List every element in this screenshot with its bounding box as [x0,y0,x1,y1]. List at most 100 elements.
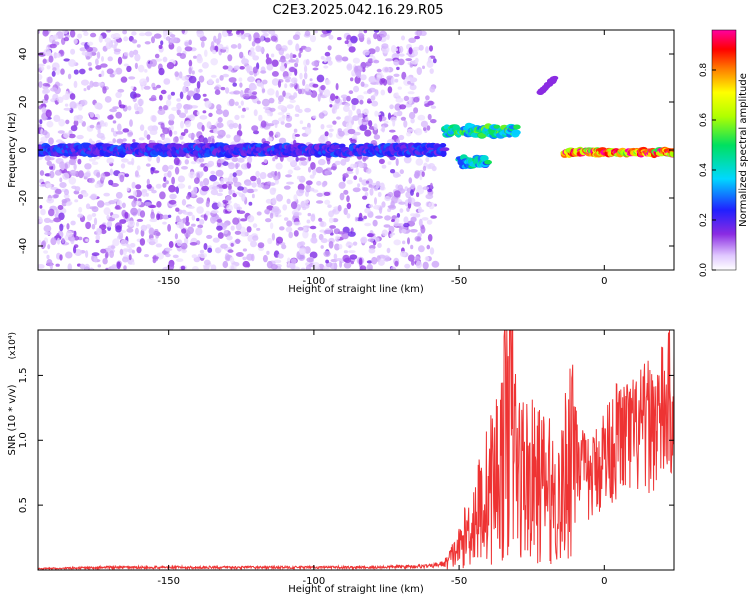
spectrogram-cell [111,183,119,187]
spectrogram-cell [324,131,329,137]
spectrogram-cell [257,242,265,249]
spectrogram-cell [130,85,134,90]
spectrogram-cell [270,264,278,270]
spectrogram-cell [121,202,126,209]
spectrogram-cell [133,190,137,197]
spectrogram-cell [188,185,192,190]
spectrogram-cell [397,223,404,227]
spectrogram-cell [234,230,242,235]
spectrogram-cell [286,220,293,227]
spectrogram-cell [79,47,87,52]
spectrogram-cell [60,68,65,75]
spectrogram-cell [78,236,83,241]
spectrogram-cell [408,96,413,105]
spectrogram-cell [246,226,252,233]
spectrogram-cell [202,178,210,186]
spectrogram-cell [171,106,179,111]
spectrogram-cell [511,129,521,136]
spectrogram-cell [325,259,329,264]
spectrogram-cell [50,237,57,246]
spectrogram-cell [162,56,168,63]
spectrogram-cell [203,243,208,250]
spectrogram-cell [136,165,141,171]
spectrogram-cell [196,56,203,64]
spectrogram-cell [265,198,272,204]
spectrogram-cell [306,257,314,263]
spectrogram-cell [235,143,246,149]
spectrogram-cell [309,225,317,230]
spectrogram-cell [375,46,380,53]
spectrogram-cell [73,246,77,254]
spectrogram-cell [134,170,139,177]
spectrogram-cell [119,248,124,256]
spectrogram-cell [326,30,332,34]
spectrogram-cell [339,192,345,201]
spectrogram-cell [351,103,356,111]
spectrogram-cell [300,267,306,270]
spectrogram-cell [165,253,171,258]
spectrogram-cell [365,116,369,121]
spectrogram-panel: -150 -100 -50 0 -40 -20 0 20 40 Height of strai… [7,29,675,295]
spectrogram-cell [256,79,261,85]
spectrogram-cell [318,136,326,143]
spectrogram-cell [337,204,342,212]
spectrogram-cell [251,84,257,91]
spectrogram-cell [271,206,280,213]
spectrogram-cell [267,88,275,96]
spectrogram-cell [287,39,293,46]
spectrogram-cell [431,260,440,268]
spectrogram-cell [131,200,137,208]
spectrogram-cell [304,46,312,53]
spectrogram-cell [180,120,184,129]
spectrogram-cell [148,227,155,236]
spectrogram-cell [346,195,350,203]
spectrogram-cell [267,181,271,185]
spectrogram-cell [46,254,50,260]
spectrogram-cell [429,182,433,190]
spectrogram-cell [413,96,420,103]
spectrogram-cell [312,168,317,176]
spectrogram-cell [296,175,301,180]
spectrogram-cell [215,78,220,84]
spectrogram-cell [422,65,425,70]
spectrogram-cell [81,51,88,56]
spectrogram-cell [402,240,406,245]
spectrogram-cell [128,76,136,80]
spectrogram-cell [429,68,434,74]
spectrogram-cell [391,219,395,223]
spectrogram-cell [301,160,308,166]
spectrogram-cell [69,169,77,176]
spectrogram-cell [199,252,208,259]
spectrogram-cell [112,138,116,144]
spectrogram-cell [251,125,259,132]
spectrogram-cell [167,170,172,178]
spectrogram-cell [129,50,134,58]
spectrogram-cell [263,106,269,110]
spectrogram-cell [43,48,52,56]
spectrogram-cell [85,250,89,258]
spectrogram-cell [324,51,331,57]
spectrogram-cell [83,172,91,178]
spectrogram-cell [380,77,386,84]
spectrogram-cell [199,181,204,187]
spectrogram-cell [238,123,242,131]
spectrogram-cell [166,62,175,70]
spectrogram-cell [88,206,97,210]
spectrogram-cell [407,80,411,85]
spectrogram-cell [248,34,252,42]
spectrogram-cell [393,59,400,66]
spectrogram-cell [120,76,128,83]
spectrogram-cell [131,261,135,266]
spectrogram-cell [220,243,228,249]
spectrogram-cell [253,109,258,117]
spectrogram-cell [212,49,217,55]
spectrogram-cell [218,188,223,193]
spectrogram-cell [312,115,317,119]
spectrogram-cell [348,109,353,117]
spectrogram-cell [343,262,352,269]
spectrogram-cell [85,221,91,230]
spectrogram-cell [258,114,263,122]
spectrogram-cell [196,206,204,214]
spectrogram-cell [135,111,140,115]
spectrogram-cell [297,226,304,231]
